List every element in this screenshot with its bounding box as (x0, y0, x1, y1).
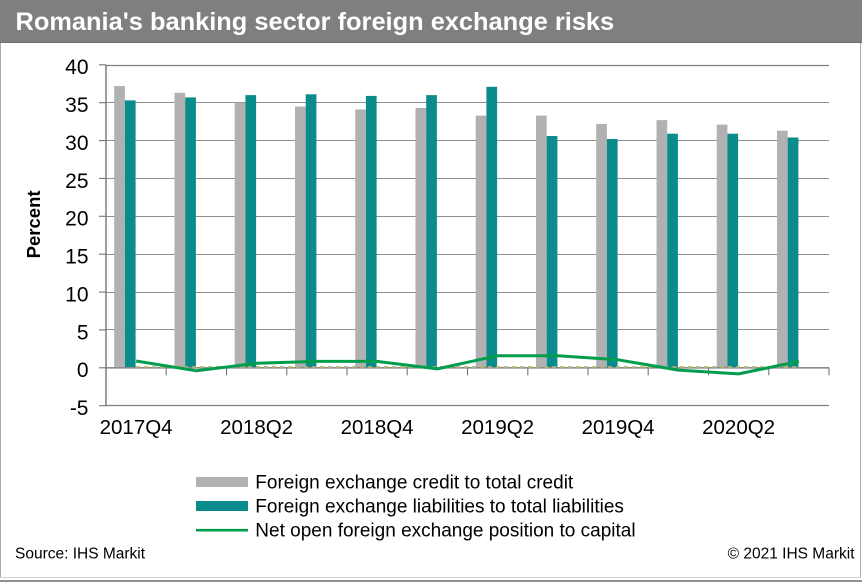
svg-text:Foreign exchange liabilities t: Foreign exchange liabilities to total li… (255, 496, 624, 517)
svg-text:-5: -5 (70, 397, 89, 420)
svg-text:Net open foreign exchange posi: Net open foreign exchange position to ca… (255, 520, 635, 541)
svg-text:2018Q4: 2018Q4 (341, 416, 414, 439)
svg-text:15: 15 (65, 246, 88, 269)
svg-text:0: 0 (77, 359, 89, 382)
svg-text:2017Q4: 2017Q4 (100, 416, 173, 439)
svg-text:2018Q2: 2018Q2 (220, 416, 293, 439)
svg-text:Source: IHS Markit: Source: IHS Markit (15, 546, 146, 563)
svg-text:25: 25 (65, 170, 88, 193)
svg-text:2020Q2: 2020Q2 (702, 416, 775, 439)
svg-text:Foreign exchange credit to tot: Foreign exchange credit to total credit (255, 472, 574, 493)
svg-text:Percent: Percent (23, 190, 44, 258)
svg-text:20: 20 (65, 208, 88, 231)
svg-text:40: 40 (65, 56, 88, 79)
svg-text:2019Q2: 2019Q2 (461, 416, 534, 439)
svg-text:35: 35 (65, 94, 88, 117)
svg-text:2019Q4: 2019Q4 (582, 416, 655, 439)
svg-text:10: 10 (65, 283, 88, 306)
svg-text:© 2021 IHS Markit: © 2021 IHS Markit (728, 546, 856, 563)
svg-text:5: 5 (77, 321, 89, 344)
svg-text:30: 30 (65, 132, 88, 155)
svg-text:Romania's banking sector forei: Romania's banking sector foreign exchang… (16, 8, 615, 36)
